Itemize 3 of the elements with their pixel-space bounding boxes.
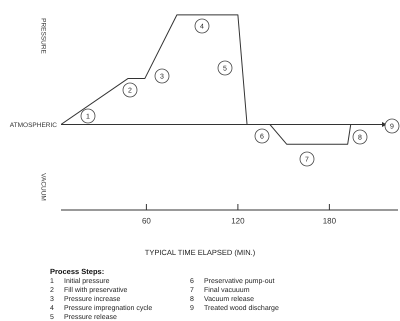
x-tick-label: 120 (231, 216, 246, 226)
x-tick-label: 60 (142, 216, 152, 226)
x-tick-label: 180 (322, 216, 337, 226)
